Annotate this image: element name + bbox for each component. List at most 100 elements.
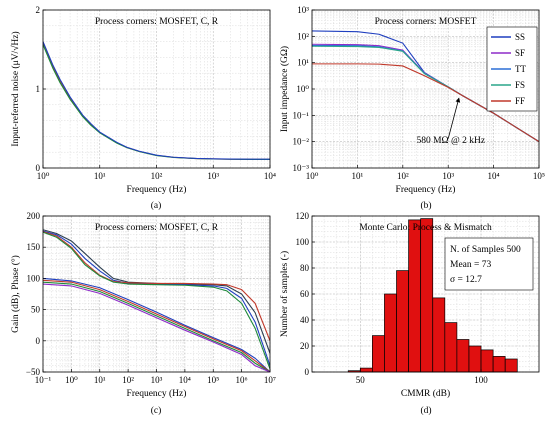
panel-b: 10⁰ 10¹ 10² 10³ 10⁴ 10⁵ 10⁻³ 10⁻² 10⁻¹ 10⁰ 10¹ 10² 1… xyxy=(279,5,545,211)
y-axis-label: Input impedance (GΩ) xyxy=(279,46,290,132)
histogram-bar xyxy=(480,349,494,373)
histogram-bar xyxy=(468,345,482,373)
stats-line-3: σ = 12.7 xyxy=(450,275,482,285)
x-tick-label: 10⁰ xyxy=(306,171,319,181)
x-tick-label: 100 xyxy=(474,375,488,385)
panel-c: 10⁻¹ 10⁰ 10¹ 10² 10³ 10⁴ 10⁵ 10⁶ 10⁷ −50 0 50 100 150… xyxy=(10,211,276,416)
panel-caption: (c) xyxy=(151,405,162,416)
y-tick-label: 40 xyxy=(300,315,310,325)
x-axis-label: Frequency (Hz) xyxy=(127,388,187,399)
histogram-bar xyxy=(432,297,446,373)
histogram-bar xyxy=(456,339,470,373)
x-tick-label: 10³ xyxy=(207,171,219,181)
y-tick-label: −50 xyxy=(26,367,41,377)
x-tick-label: 10⁵ xyxy=(533,171,545,181)
y-axis-label: Gain (dB), Phase (°) xyxy=(10,255,21,333)
y-tick-label: 200 xyxy=(27,211,41,221)
histogram-bar xyxy=(396,270,409,373)
y-axis-label: Input-referred noise (μV/√Hz) xyxy=(10,31,21,146)
y-tick-label: 10⁻¹ xyxy=(293,110,310,120)
panel-a: 10⁰ 10¹ 10² 10³ 10⁴ 0 1 2 Process corners: MOSFE… xyxy=(10,5,276,211)
stats-line-2: Mean = 73 xyxy=(450,260,491,270)
x-tick-label: 10¹ xyxy=(94,375,106,385)
y-tick-label: 60 xyxy=(300,289,310,299)
y-tick-label: 0 xyxy=(36,163,41,173)
histogram-bar xyxy=(420,218,434,373)
y-tick-label: 120 xyxy=(296,211,310,221)
legend: SS SF TT FS FF xyxy=(486,26,538,112)
x-tick-label: 10⁰ xyxy=(65,375,78,385)
x-tick-label: 10² xyxy=(397,171,409,181)
stats-box xyxy=(444,237,534,291)
x-tick-label: 10¹ xyxy=(94,171,106,181)
histogram-bar xyxy=(492,356,506,373)
y-tick-label: 0 xyxy=(36,336,41,346)
x-tick-label: 10³ xyxy=(442,171,454,181)
y-tick-label: 10⁰ xyxy=(296,84,309,94)
y-tick-label: 50 xyxy=(31,305,41,315)
chart-title: Monte Carlo: Process & Mismatch xyxy=(359,223,492,233)
histogram-bar xyxy=(408,219,422,373)
y-axis-label: Number of samples (-) xyxy=(279,251,290,337)
x-tick-label: 10⁰ xyxy=(37,171,50,181)
legend-label: TT xyxy=(515,64,526,74)
series-line-5 xyxy=(43,277,270,372)
ticks-b: 10⁰ 10¹ 10² 10³ 10⁴ 10⁵ 10⁻³ 10⁻² 10⁻¹ 10⁰ 10¹ 10² 1… xyxy=(293,5,546,181)
x-tick-label: 10¹ xyxy=(352,171,364,181)
series-line-3 xyxy=(43,41,270,160)
y-tick-label: 10² xyxy=(297,31,309,41)
x-tick-label: 10⁷ xyxy=(264,375,276,385)
panel-caption: (a) xyxy=(151,200,162,211)
y-tick-label: 10¹ xyxy=(297,58,309,68)
chart-title: Process corners: MOSFET xyxy=(375,17,477,27)
x-tick-label: 50 xyxy=(356,375,366,385)
series-line-2 xyxy=(43,230,270,366)
grid-a xyxy=(42,9,271,169)
panel-d: 50 100 0 20 40 60 80 100 120 Monte Carlo: Process… xyxy=(279,211,540,416)
panel-caption: (d) xyxy=(420,405,431,416)
y-tick-label: 0 xyxy=(305,367,310,377)
y-tick-label: 10³ xyxy=(297,5,309,15)
y-tick-label: 100 xyxy=(27,273,41,283)
x-tick-label: 10⁵ xyxy=(207,375,219,385)
y-tick-label: 10⁻² xyxy=(293,137,310,147)
y-tick-label: 10⁻³ xyxy=(293,163,310,173)
legend-label: SS xyxy=(515,32,525,42)
chart-title: Process corners: MOSFET, C, R xyxy=(95,17,219,27)
annotation-label: 580 MΩ @ 2 kHz xyxy=(416,136,485,146)
histogram-bar xyxy=(372,335,385,373)
x-axis-label: Frequency (Hz) xyxy=(396,184,456,195)
ticks-d: 50 100 0 20 40 60 80 100 120 xyxy=(296,211,489,385)
histogram-bar xyxy=(384,293,397,373)
ticks-c: 10⁻¹ 10⁰ 10¹ 10² 10³ 10⁴ 10⁵ 10⁶ 10⁷ −50 0 50 100 150… xyxy=(26,211,276,385)
x-tick-label: 10⁶ xyxy=(236,375,248,385)
x-tick-label: 10² xyxy=(151,171,163,181)
y-tick-label: 1 xyxy=(36,84,41,94)
series-line-7 xyxy=(43,281,270,372)
histogram-bar xyxy=(444,322,458,373)
histogram-bar xyxy=(504,358,518,373)
x-tick-label: 10⁴ xyxy=(488,171,500,181)
y-tick-label: 80 xyxy=(300,263,310,273)
y-tick-label: 150 xyxy=(27,242,41,252)
x-tick-label: 10³ xyxy=(151,375,163,385)
x-tick-label: 10⁻¹ xyxy=(35,375,52,385)
ticks-a: 10⁰ 10¹ 10² 10³ 10⁴ 0 1 2 xyxy=(36,5,277,181)
y-tick-label: 20 xyxy=(300,341,310,351)
plot-area-b xyxy=(312,30,539,143)
x-axis-label: CMMR (dB) xyxy=(401,388,450,399)
legend-label: FF xyxy=(515,96,525,106)
series-line-8 xyxy=(43,283,270,372)
series-line-6 xyxy=(43,279,270,372)
plot-area-a xyxy=(43,41,270,160)
histogram-bar xyxy=(359,367,373,373)
series-line-3 xyxy=(43,231,270,342)
legend-label: FS xyxy=(515,80,525,90)
annotation-arrow xyxy=(447,97,461,139)
series-line-ff xyxy=(312,63,539,143)
x-tick-label: 10⁴ xyxy=(179,375,191,385)
y-tick-label: 2 xyxy=(36,5,41,15)
y-tick-label: 100 xyxy=(296,237,310,247)
x-axis-label: Frequency (Hz) xyxy=(127,184,187,195)
